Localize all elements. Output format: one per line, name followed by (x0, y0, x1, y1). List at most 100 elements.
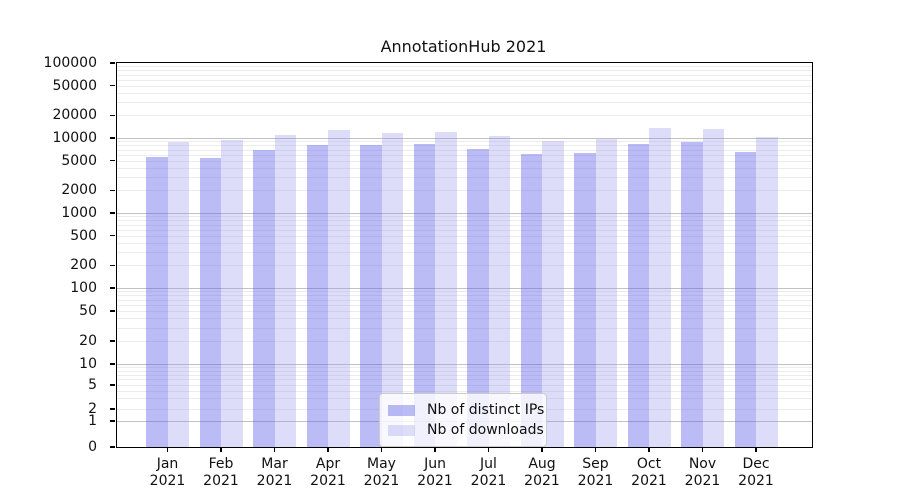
minor-gridline (117, 141, 812, 143)
legend-label: Nb of downloads (427, 422, 544, 438)
bar-downloads (542, 141, 564, 447)
minor-gridline (117, 341, 812, 343)
y-tick-mark (110, 137, 116, 139)
x-tick-label: Sep 2021 (577, 456, 614, 489)
legend-entry-distinct-ips: Nb of distinct IPs (388, 400, 544, 420)
y-tick-mark (110, 310, 116, 312)
x-tick-label: Nov 2021 (684, 456, 721, 489)
legend-swatch-distinct-ips (388, 404, 415, 416)
y-tick-label: 200 (70, 257, 97, 274)
y-tick-label: 5000 (61, 152, 97, 169)
x-tick-mark (541, 447, 543, 452)
x-tick-mark (755, 447, 757, 452)
major-gridline (117, 288, 812, 289)
y-tick-mark (110, 114, 116, 117)
x-tick-mark (327, 447, 329, 452)
bar-downloads (702, 129, 724, 447)
minor-gridline (117, 66, 812, 68)
minor-gridline (117, 265, 812, 267)
minor-gridline (117, 190, 812, 192)
minor-gridline (117, 216, 812, 218)
bar-downloads (435, 131, 457, 447)
bar-downloads (381, 132, 403, 447)
x-tick-mark (380, 447, 383, 452)
y-tick-mark (110, 420, 116, 422)
y-tick-mark (110, 234, 116, 237)
y-tick-label: 500 (70, 227, 97, 244)
minor-gridline (117, 327, 812, 329)
y-tick-mark (110, 212, 116, 214)
y-tick-mark (110, 189, 116, 192)
y-tick-label: 2000 (61, 182, 97, 199)
minor-gridline (117, 295, 812, 297)
y-tick-label: 50000 (52, 77, 97, 94)
minor-gridline (117, 74, 812, 76)
x-tick-mark (594, 447, 597, 452)
minor-gridline (117, 154, 812, 156)
bar-distinct-ips (360, 145, 382, 447)
legend: Nb of distinct IPs Nb of downloads (379, 393, 547, 447)
bar-distinct-ips (199, 158, 221, 447)
minor-gridline (117, 160, 812, 162)
y-tick-label: 10 (79, 356, 97, 372)
minor-gridline (117, 235, 812, 237)
minor-gridline (117, 149, 812, 151)
minor-gridline (117, 224, 812, 226)
x-tick-label: Dec 2021 (738, 456, 774, 489)
minor-gridline (117, 379, 812, 381)
x-tick-mark (220, 447, 222, 452)
x-tick-mark (166, 447, 169, 452)
major-gridline (117, 138, 812, 139)
bar-distinct-ips (253, 150, 275, 447)
y-tick-mark (110, 287, 116, 289)
minor-gridline (117, 145, 812, 147)
y-tick-mark (110, 84, 116, 87)
y-tick-label: 100000 (43, 55, 97, 71)
x-tick-mark (648, 447, 650, 452)
y-tick-label: 1000 (61, 205, 97, 221)
y-tick-label: 50 (79, 302, 97, 319)
y-tick-mark (110, 408, 116, 410)
bar-distinct-ips (520, 153, 542, 447)
minor-gridline (117, 85, 812, 87)
minor-gridline (117, 318, 812, 320)
x-tick-label: Jul 2021 (470, 456, 507, 489)
minor-gridline (117, 299, 812, 301)
bar-distinct-ips (574, 153, 596, 447)
minor-gridline (117, 79, 812, 81)
x-tick-mark (434, 447, 436, 452)
minor-gridline (117, 177, 812, 179)
major-gridline (117, 213, 812, 214)
minor-gridline (117, 229, 812, 231)
y-tick-mark (110, 340, 116, 342)
y-tick-mark (110, 264, 116, 267)
x-tick-label: Jun 2021 (417, 456, 453, 489)
y-tick-label: 2 (88, 401, 97, 417)
x-tick-mark (701, 447, 704, 452)
bar-downloads (756, 137, 778, 447)
y-tick-mark (110, 159, 116, 162)
minor-gridline (117, 70, 812, 72)
minor-gridline (117, 102, 812, 104)
x-tick-mark (273, 447, 276, 452)
bar-downloads (595, 139, 617, 447)
bar-downloads (274, 135, 296, 447)
y-tick-label: 5 (88, 377, 97, 393)
x-tick-label: Jan 2021 (149, 456, 186, 489)
minor-gridline (117, 115, 812, 117)
x-tick-label: Mar 2021 (256, 456, 293, 489)
minor-gridline (117, 385, 812, 386)
y-tick-mark (110, 384, 116, 386)
bar-downloads (167, 141, 189, 447)
minor-gridline (117, 242, 812, 244)
minor-gridline (117, 252, 812, 254)
minor-gridline (117, 374, 812, 376)
minor-gridline (117, 92, 812, 94)
y-tick-label: 100 (70, 280, 97, 296)
y-tick-mark (110, 62, 116, 64)
plot-area: 100000 50000 20000 10000 5000 2000 1000 500 200 1… (44, 55, 813, 489)
minor-gridline (117, 390, 812, 392)
minor-gridline (117, 167, 812, 169)
legend-label: Nb of distinct IPs (427, 402, 545, 418)
